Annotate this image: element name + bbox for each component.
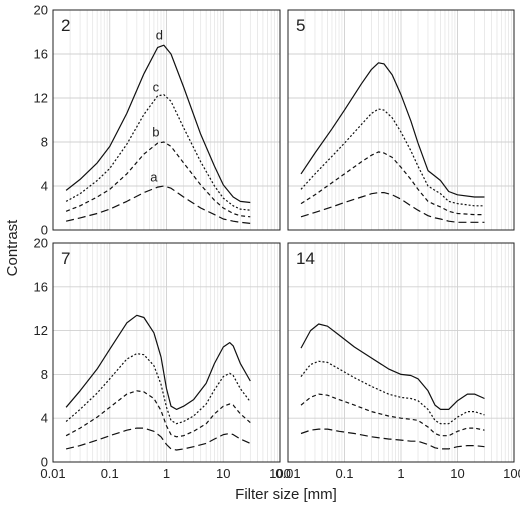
panel-frame [52,9,281,231]
series-line-b [300,151,485,216]
series-line-b [300,393,485,437]
y-tick-label: 20 [34,3,48,18]
series-line-a [300,192,485,223]
x-tick-label: 1 [397,466,404,481]
panel-frame [287,242,515,463]
curve-label-a: a [150,170,158,185]
y-tick-label: 12 [34,323,48,338]
curve-label-d: d [156,28,163,43]
series-line-a [65,185,251,224]
series-line-d [65,44,251,204]
series-line-c [300,360,485,425]
y-tick-label: 4 [41,179,48,194]
x-tick-label: 0.1 [101,466,119,481]
panel-7: 7 0 4 8 12 16 20 0.01 0.1 1 10 100 [34,236,291,482]
x-tick-label: 10 [450,466,464,481]
y-tick-label: 8 [41,367,48,382]
y-tick-label: 20 [34,236,48,251]
series-line-a [300,428,485,450]
curve-label-c: c [153,79,160,94]
x-tick-label: 100 [503,466,520,481]
panel-frame [52,242,281,463]
panel-label: 14 [296,249,315,268]
panel-14: 14 0.01 0.1 1 10 100 [275,242,520,481]
series-line-c [65,94,251,211]
series-line-a [65,427,251,451]
panel-label: 5 [296,16,305,35]
x-tick-label: 0.01 [40,466,65,481]
series-line-c [300,108,485,207]
series-line-d [300,62,485,198]
y-tick-label: 12 [34,91,48,106]
panel-label: 2 [61,16,70,35]
x-tick-label: 0.01 [275,466,300,481]
panel-frame [287,9,515,231]
panel-5: 5 [287,9,515,231]
x-tick-label: 1 [163,466,170,481]
series-line-d [65,314,251,410]
series-line-c [65,353,251,425]
y-tick-label: 8 [41,135,48,150]
x-axis-title: Filter size [mm] [235,486,337,503]
y-tick-label: 16 [34,279,48,294]
y-tick-label: 0 [41,223,48,238]
y-axis-title: Contrast [4,219,21,277]
curve-label-b: b [152,125,159,140]
y-tick-label: 16 [34,47,48,62]
x-tick-label: 0.1 [335,466,353,481]
x-tick-label: 100 [269,466,291,481]
series-line-b [65,390,251,438]
series-line-b [65,141,251,218]
series-line-d [300,323,485,410]
y-tick-label: 4 [41,411,48,426]
x-tick-label: 10 [216,466,230,481]
y-tick-label: 0 [41,455,48,470]
panel-label: 7 [61,249,70,268]
